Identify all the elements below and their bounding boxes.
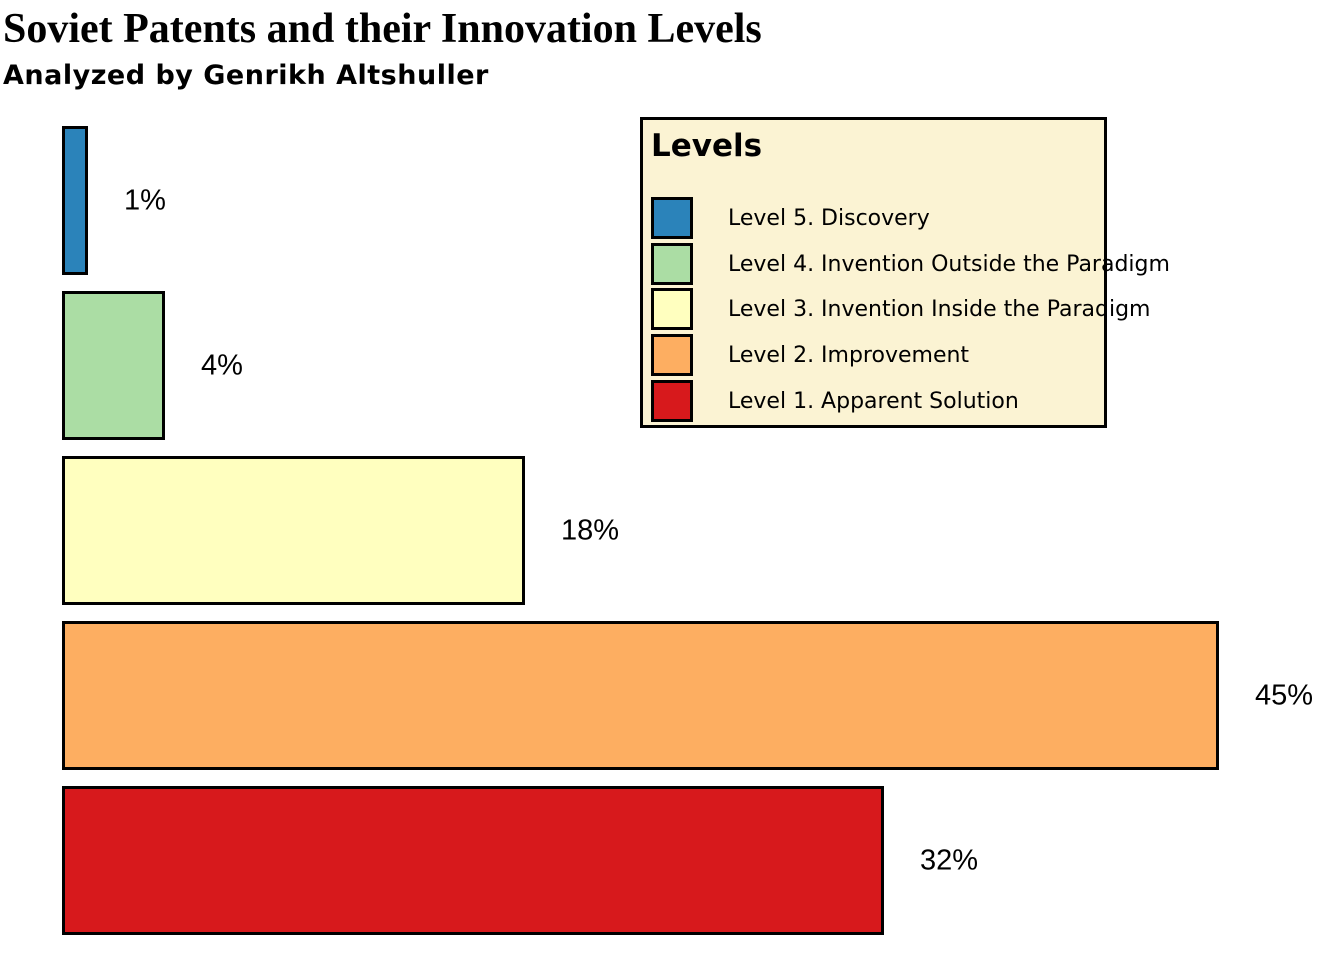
legend-title: Levels [651, 128, 763, 164]
bar-value-label: 32% [920, 844, 979, 876]
legend-swatch [651, 197, 693, 239]
bar-level-1-apparent-solution [62, 786, 884, 935]
chart-subtitle: Analyzed by Genrikh Altshuller [3, 60, 489, 91]
legend-label: Level 3. Invention Inside the Paradigm [728, 296, 1151, 322]
legend-swatch [651, 380, 693, 422]
legend-swatch [651, 288, 693, 330]
bar-value-label: 1% [124, 184, 166, 216]
legend-item: Level 4. Invention Outside the Paradigm [651, 243, 1170, 285]
bar-value-label: 4% [201, 349, 243, 381]
bar-level-5-discovery [62, 126, 88, 275]
legend-swatch [651, 334, 693, 376]
legend-item: Level 1. Apparent Solution [651, 380, 1019, 422]
chart-title: Soviet Patents and their Innovation Leve… [3, 6, 762, 52]
bar-level-4-invention-outside-the-paradigm [62, 291, 165, 440]
legend-label: Level 5. Discovery [728, 205, 930, 231]
legend-item: Level 3. Invention Inside the Paradigm [651, 288, 1150, 330]
legend-label: Level 1. Apparent Solution [728, 388, 1019, 414]
bar-value-label: 18% [561, 514, 620, 546]
legend-item: Level 5. Discovery [651, 197, 930, 239]
legend-label: Level 2. Improvement [728, 342, 970, 368]
bar-level-2-improvement [62, 621, 1219, 770]
bar-level-3-invention-inside-the-paradigm [62, 456, 525, 605]
bar-value-label: 45% [1255, 679, 1314, 711]
legend-item: Level 2. Improvement [651, 334, 969, 376]
legend: Levels Level 5. Discovery Level 4. Invent… [640, 117, 1170, 428]
legend-label: Level 4. Invention Outside the Paradigm [728, 251, 1170, 277]
legend-swatch [651, 243, 693, 285]
